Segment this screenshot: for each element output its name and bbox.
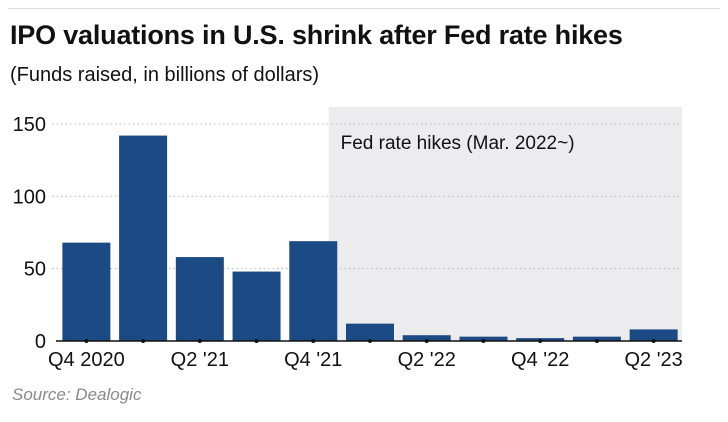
x-tick-mark bbox=[254, 339, 259, 343]
top-rule bbox=[8, 8, 720, 9]
bar-5 bbox=[346, 323, 394, 341]
y-tick-label-150: 150 bbox=[13, 114, 46, 136]
rate-hike-annotation: Fed rate hikes (Mar. 2022~) bbox=[341, 133, 575, 154]
bar-4 bbox=[289, 241, 338, 341]
bar-7 bbox=[459, 336, 508, 341]
x-tick-label-6: Q2 '22 bbox=[398, 349, 456, 371]
x-tick-mark bbox=[141, 339, 146, 343]
x-tick-mark bbox=[651, 339, 656, 343]
x-tick-label-8: Q4 '22 bbox=[511, 349, 569, 371]
y-tick-label-50: 50 bbox=[24, 259, 46, 281]
chart-subtitle: (Funds raised, in billions of dollars) bbox=[10, 64, 320, 86]
rate-hike-shaded-region bbox=[328, 107, 682, 341]
x-tick-mark bbox=[84, 339, 89, 343]
x-tick-mark bbox=[538, 339, 543, 343]
bar-3 bbox=[232, 271, 281, 341]
chart-title: IPO valuations in U.S. shrink after Fed … bbox=[10, 20, 623, 50]
bar-10 bbox=[629, 329, 678, 341]
x-tick-label-4: Q4 '21 bbox=[284, 349, 342, 371]
x-tick-mark bbox=[594, 339, 599, 343]
x-tick-mark bbox=[481, 339, 486, 343]
x-tick-label-0: Q4 2020 bbox=[48, 349, 125, 371]
x-tick-mark bbox=[424, 339, 429, 343]
bar-1 bbox=[119, 135, 168, 341]
bar-6 bbox=[402, 335, 451, 341]
x-tick-mark bbox=[197, 339, 202, 343]
bar-9 bbox=[572, 336, 621, 341]
source-note: Source: Dealogic bbox=[12, 385, 142, 404]
x-tick-label-2: Q2 '21 bbox=[171, 349, 229, 371]
x-tick-label-10: Q2 '23 bbox=[624, 349, 682, 371]
bar-2 bbox=[175, 257, 224, 341]
y-tick-label-0: 0 bbox=[35, 331, 46, 353]
x-tick-mark bbox=[311, 339, 316, 343]
x-tick-mark bbox=[368, 339, 372, 343]
y-tick-label-100: 100 bbox=[13, 186, 46, 208]
bar-0 bbox=[62, 242, 111, 341]
